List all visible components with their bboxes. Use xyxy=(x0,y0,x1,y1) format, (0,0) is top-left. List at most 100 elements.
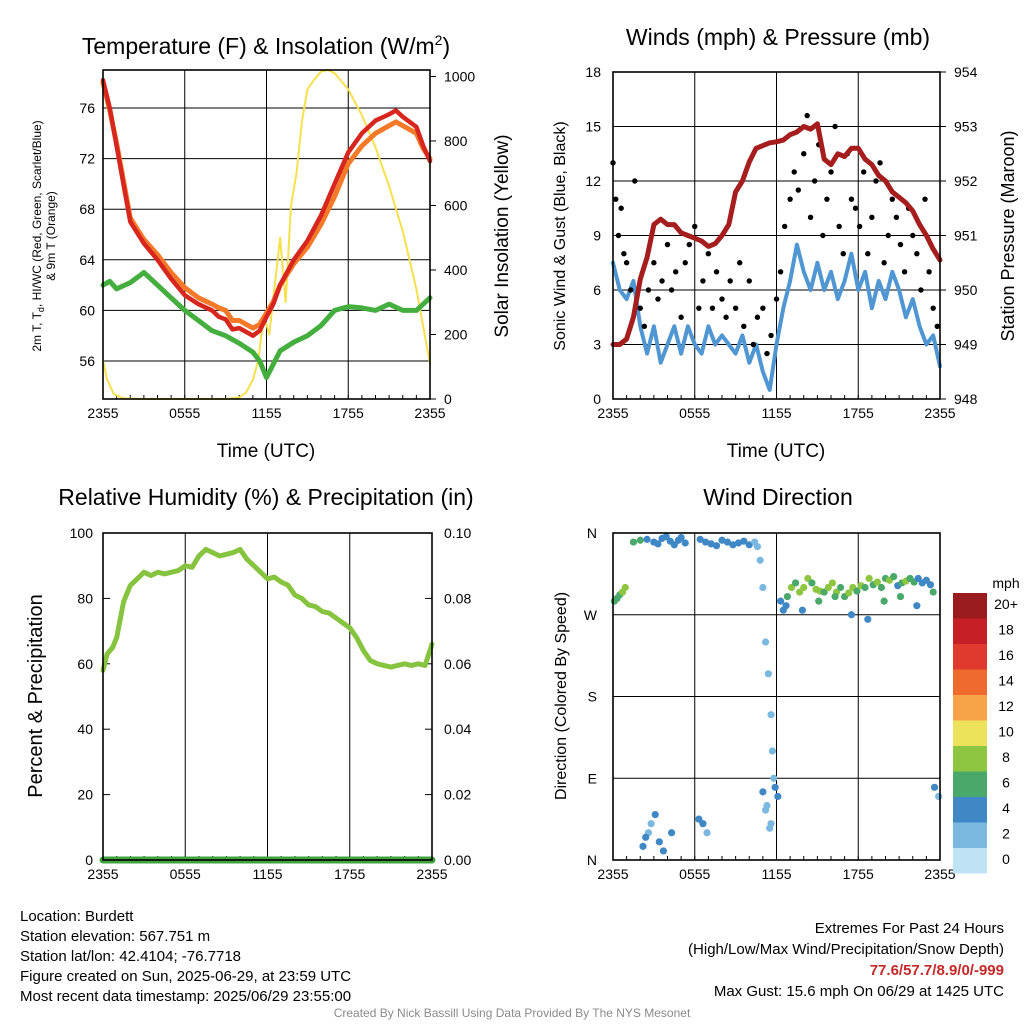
x-tick-label: 1755 xyxy=(843,405,874,421)
y2-tick-label: 951 xyxy=(954,228,978,244)
y2-tick-label: 600 xyxy=(444,197,468,213)
direction-point xyxy=(703,829,711,837)
direction-point xyxy=(699,820,707,828)
gust-point xyxy=(873,178,879,184)
y-tick-label: 80 xyxy=(77,590,93,606)
direction-point xyxy=(756,556,764,564)
extremes-subtitle: (High/Low/Max Wind/Precipitation/Snow De… xyxy=(688,941,1004,958)
gust-point xyxy=(700,278,706,284)
info-recent: Most recent data timestamp: 2025/06/29 2… xyxy=(20,988,352,1005)
gust-point xyxy=(777,269,784,275)
direction-point xyxy=(659,847,668,855)
gust-point xyxy=(760,305,766,311)
gust-point xyxy=(836,223,842,230)
gust-point xyxy=(801,151,807,157)
gust-point xyxy=(628,287,634,293)
colorbar-swatch xyxy=(953,669,987,695)
dewpoint-line xyxy=(100,270,433,380)
gust-point xyxy=(840,250,846,257)
direction-point xyxy=(791,579,800,587)
direction-point xyxy=(896,592,905,601)
colorbar-label: 8 xyxy=(1002,749,1010,765)
y-tick-label: 68 xyxy=(79,201,95,217)
gust-point xyxy=(741,323,747,330)
colorbar-label: 16 xyxy=(998,647,1014,663)
colorbar-label: 14 xyxy=(998,673,1014,689)
direction-point xyxy=(768,747,777,755)
y-tick-label: 76 xyxy=(79,100,95,116)
gust-point xyxy=(897,241,904,248)
direction-point xyxy=(759,583,767,592)
colorbar-swatch xyxy=(953,593,987,619)
direction-point xyxy=(762,638,770,646)
direction-point xyxy=(712,542,721,550)
gust-point xyxy=(901,269,908,275)
gust-point xyxy=(791,169,797,175)
y-tick-label: N xyxy=(587,852,597,868)
y-tick-label: S xyxy=(588,689,597,705)
direction-point xyxy=(782,602,790,610)
gust-point xyxy=(732,305,739,311)
y2-tick-label: 948 xyxy=(954,391,978,407)
gust-point xyxy=(930,305,936,311)
y2-tick-label: 954 xyxy=(954,64,978,80)
gust-point xyxy=(781,223,788,230)
colorbar-swatch xyxy=(953,771,987,797)
temp-2m-line xyxy=(100,77,433,338)
direction-point xyxy=(702,538,710,546)
gust-point xyxy=(623,260,630,266)
y2-tick-label: 200 xyxy=(444,326,468,342)
gust-point xyxy=(645,287,652,293)
gust-point xyxy=(651,260,657,266)
rh-line xyxy=(100,546,435,673)
x-tick-label: 1155 xyxy=(761,866,791,882)
direction-point xyxy=(890,573,898,581)
gust-point xyxy=(828,169,834,175)
y2-axis-label: Station Pressure (Maroon) xyxy=(998,130,1018,341)
temp-9m-line xyxy=(100,80,433,331)
y-tick-label: 0 xyxy=(593,391,601,407)
direction-point xyxy=(677,533,685,542)
y2-tick-label: 0.02 xyxy=(444,787,471,803)
direction-point xyxy=(639,842,647,850)
gust-point xyxy=(852,205,859,211)
gust-point xyxy=(914,250,920,257)
info-elevation: Station elevation: 567.751 m xyxy=(20,928,211,945)
x-tick-label: 2355 xyxy=(87,405,118,421)
gust-point xyxy=(848,196,855,202)
gust-point xyxy=(804,112,810,119)
direction-point xyxy=(636,536,644,544)
plot-frame xyxy=(612,532,941,861)
direction-point xyxy=(800,583,808,592)
direction-point xyxy=(681,539,689,547)
gust-point xyxy=(723,314,729,320)
direction-point xyxy=(873,578,881,586)
credit-line: Created By Nick Bassill Using Data Provi… xyxy=(333,1006,691,1020)
y2-tick-label: 952 xyxy=(954,173,978,189)
colorbar-label: 0 xyxy=(1002,851,1010,867)
x-tick-label: 1755 xyxy=(334,866,365,882)
gust-point xyxy=(922,196,928,202)
y-tick-label: 18 xyxy=(585,64,601,80)
x-tick-label: 2355 xyxy=(597,405,628,421)
gust-point xyxy=(807,214,814,221)
gust-point xyxy=(877,160,883,166)
gust-point xyxy=(696,305,702,311)
direction-point xyxy=(861,583,869,592)
y-tick-label: 60 xyxy=(77,656,93,672)
gust-point xyxy=(910,232,916,239)
gust-point xyxy=(787,196,793,202)
colorbar-label: 6 xyxy=(1002,775,1010,791)
gust-point xyxy=(832,123,838,130)
y2-tick-label: 0.08 xyxy=(444,590,471,606)
x-tick-label: 2355 xyxy=(416,866,447,882)
info-latlon: Station lat/lon: 42.4104; -76.7718 xyxy=(20,948,242,965)
gust-point xyxy=(664,241,671,248)
info-created: Figure created on Sun, 2025-06-29, at 23… xyxy=(20,968,352,985)
y-tick-label: 12 xyxy=(585,173,601,189)
y2-tick-label: 0.06 xyxy=(444,656,471,672)
pressure-line xyxy=(610,121,943,347)
y-tick-label: 72 xyxy=(79,151,95,167)
gust-point xyxy=(764,350,770,357)
y-tick-label: 40 xyxy=(77,721,93,737)
